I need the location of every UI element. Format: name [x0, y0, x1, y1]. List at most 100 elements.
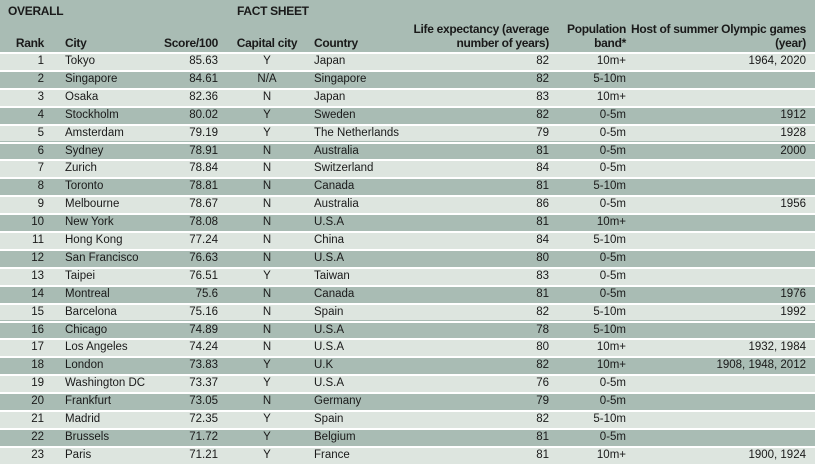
- cell-pop: 0-5m: [599, 377, 626, 390]
- cell-pop: 0-5m: [599, 144, 626, 157]
- table-row: 22 Brussels 71.72 Y Belgium 81 0-5m: [0, 427, 815, 446]
- cell-pop: 0-5m: [599, 430, 626, 443]
- cell-country: U.S.A: [314, 251, 345, 264]
- cell-rank: 1: [37, 55, 44, 67]
- cell-country: Germany: [314, 395, 362, 408]
- cell-olympic: 2000: [780, 144, 806, 157]
- table-row: 18 London 73.83 Y U.K 82 10m+ 1908, 1948, 2012: [0, 356, 815, 374]
- cell-capital: Y: [263, 269, 271, 282]
- cell-capital: N: [262, 90, 272, 103]
- cell-rank: 18: [31, 359, 44, 372]
- cell-life: 81: [536, 287, 549, 300]
- cell-score: 82.36: [189, 90, 218, 103]
- cell-city: Sydney: [65, 144, 104, 157]
- table-row: 13 Taipei 76.51 Y Taiwan 83 0-5m: [0, 266, 815, 285]
- table-row: 8 Toronto 78.81 N Canada 81 5-10m: [0, 177, 815, 195]
- cell-city: Washington DC: [65, 377, 146, 390]
- cell-score: 78.91: [189, 144, 218, 157]
- cell-olympic: 1992: [780, 305, 806, 318]
- header-life-expectancy: Life expectancy (average number of years): [400, 22, 549, 50]
- cell-score: 80.02: [189, 108, 218, 121]
- cell-city: Zurich: [65, 162, 97, 175]
- cell-pop: 0-5m: [599, 162, 626, 175]
- cell-rank: 19: [31, 377, 44, 390]
- cell-score: 84.61: [189, 72, 218, 85]
- header-capital: Capital city: [236, 36, 298, 50]
- cell-city: Hong Kong: [65, 234, 123, 246]
- header-population: Population band*: [560, 22, 626, 50]
- header-oly-line2: (year): [775, 36, 806, 50]
- table-row: 17 Los Angeles 74.24 N U.S.A 80 10m+ 1932, 1984: [0, 338, 815, 357]
- cell-score: 79.19: [189, 126, 218, 139]
- cell-country: U.S.A: [314, 377, 345, 390]
- header-pop-line2: band*: [594, 36, 626, 50]
- table-row: 16 Chicago 74.89 N U.S.A 78 5-10m: [0, 320, 815, 339]
- cell-country: U.K: [314, 359, 334, 372]
- table-row: 3 Osaka 82.36 N Japan 83 10m+: [0, 87, 815, 106]
- cell-life: 84: [536, 162, 549, 175]
- table-row: 7 Zurich 78.84 N Switzerland 84 0-5m: [0, 159, 815, 178]
- table-row: 20 Frankfurt 73.05 N Germany 79 0-5m: [0, 392, 815, 410]
- cell-city: Tokyo: [65, 55, 96, 67]
- cell-city: Los Angeles: [65, 341, 128, 354]
- cell-pop: 10m+: [596, 55, 626, 67]
- cell-city: Madrid: [65, 413, 101, 425]
- cell-life: 82: [536, 72, 549, 85]
- cell-pop: 0-5m: [599, 251, 626, 264]
- header-olympics: Host of summer Olympic games (year): [626, 22, 806, 50]
- cell-capital: Y: [263, 108, 271, 121]
- cell-city: San Francisco: [65, 251, 139, 264]
- cell-pop: 0-5m: [599, 395, 626, 408]
- header-city: City: [65, 36, 87, 50]
- cell-country: Canada: [314, 287, 355, 300]
- cell-city: Stockholm: [65, 108, 119, 121]
- cell-city: Amsterdam: [65, 126, 124, 139]
- cell-capital: N: [262, 144, 272, 157]
- cell-pop: 0-5m: [599, 126, 626, 139]
- cell-score: 71.72: [189, 430, 218, 443]
- cell-country: Canada: [314, 180, 355, 193]
- cell-life: 81: [536, 448, 549, 461]
- cell-pop: 5-10m: [593, 323, 626, 336]
- cell-pop: 10m+: [596, 448, 626, 461]
- cell-country: U.S.A: [314, 341, 345, 354]
- cell-life: 81: [536, 144, 549, 157]
- cell-country: The Netherlands: [314, 126, 400, 139]
- cell-city: Melbourne: [65, 198, 120, 211]
- cell-country: Australia: [314, 144, 359, 157]
- cell-score: 77.24: [189, 234, 218, 246]
- cell-life: 81: [536, 430, 549, 443]
- cell-city: London: [65, 359, 104, 372]
- cell-country: China: [314, 234, 345, 246]
- cell-rank: 9: [37, 198, 44, 211]
- cell-pop: 10m+: [596, 359, 626, 372]
- cell-olympic: 1964, 2020: [748, 55, 806, 67]
- cell-rank: 23: [31, 448, 44, 461]
- table-row: 23 Paris 71.21 Y France 81 10m+ 1900, 1924: [0, 445, 815, 464]
- cell-score: 78.84: [189, 162, 218, 175]
- cell-country: Sweden: [314, 108, 356, 121]
- cell-life: 82: [536, 108, 549, 121]
- cell-city: Toronto: [65, 180, 104, 193]
- table-row: 21 Madrid 72.35 Y Spain 82 5-10m: [0, 410, 815, 428]
- cell-olympic: 1900, 1924: [748, 448, 806, 461]
- cell-pop: 0-5m: [599, 287, 626, 300]
- header-rank: Rank: [15, 36, 44, 50]
- cell-pop: 5-10m: [593, 234, 626, 246]
- cell-life: 84: [536, 234, 549, 246]
- cell-olympic: 1976: [780, 287, 806, 300]
- cell-rank: 20: [31, 395, 44, 408]
- cell-capital: N/A: [257, 72, 277, 85]
- table-row: 1 Tokyo 85.63 Y Japan 82 10m+ 1964, 2020: [0, 52, 815, 70]
- cell-life: 82: [536, 55, 549, 67]
- cell-score: 78.81: [189, 180, 218, 193]
- cell-country: Japan: [314, 90, 346, 103]
- cell-score: 73.37: [189, 377, 218, 390]
- cell-life: 76: [536, 377, 549, 390]
- cell-pop: 10m+: [596, 216, 626, 229]
- cell-country: Spain: [314, 305, 344, 318]
- cell-score: 73.05: [189, 395, 218, 408]
- cell-score: 78.67: [189, 198, 218, 211]
- cell-score: 71.21: [189, 448, 218, 461]
- cell-rank: 5: [37, 126, 44, 139]
